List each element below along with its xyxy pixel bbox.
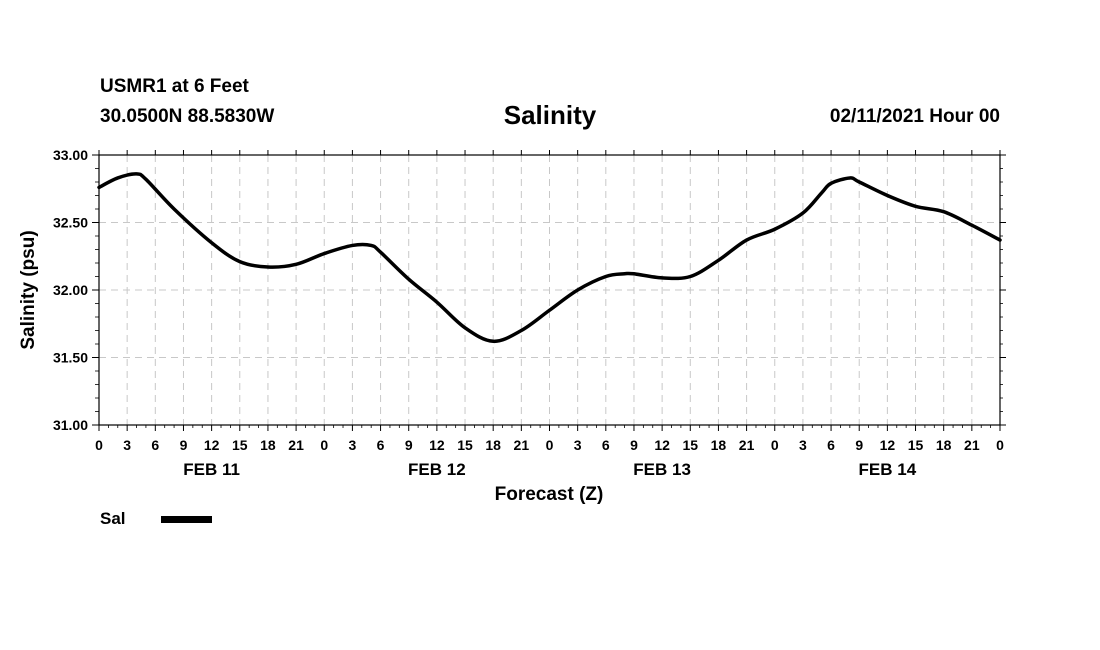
tick-layer <box>92 150 1006 431</box>
y-tick-label: 32.00 <box>53 282 88 298</box>
x-tick-label: 9 <box>855 437 863 453</box>
date-label: FEB 11 <box>183 460 240 479</box>
date-label: FEB 13 <box>633 460 691 479</box>
x-tick-label: 9 <box>405 437 413 453</box>
y-tick-label: 33.00 <box>53 147 88 163</box>
x-tick-label: 21 <box>739 437 755 453</box>
x-tick-label: 3 <box>349 437 357 453</box>
x-tick-label: 6 <box>602 437 610 453</box>
x-tick-label: 21 <box>964 437 980 453</box>
station-coordinates: 30.0500N 88.5830W <box>100 106 275 127</box>
x-tick-label: 18 <box>711 437 727 453</box>
x-tick-label: 3 <box>799 437 807 453</box>
x-tick-label: 18 <box>936 437 952 453</box>
x-tick-label: 18 <box>485 437 501 453</box>
x-tick-label: 6 <box>377 437 385 453</box>
x-tick-label: 15 <box>682 437 698 453</box>
x-tick-label: 12 <box>204 437 220 453</box>
y-tick-label: 32.50 <box>53 215 88 231</box>
x-tick-label: 0 <box>320 437 328 453</box>
x-axis-title: Forecast (Z) <box>495 484 604 505</box>
x-tick-label: 6 <box>827 437 835 453</box>
chart-title: Salinity <box>503 100 597 130</box>
x-tick-label: 12 <box>429 437 445 453</box>
date-label: FEB 12 <box>408 460 466 479</box>
x-tick-label: 21 <box>514 437 530 453</box>
x-tick-label: 15 <box>908 437 924 453</box>
x-tick-label: 12 <box>880 437 896 453</box>
date-label: FEB 14 <box>859 460 917 479</box>
x-tick-label: 15 <box>457 437 473 453</box>
x-tick-label: 0 <box>771 437 779 453</box>
grid-layer <box>99 155 1000 425</box>
x-tick-label: 9 <box>180 437 188 453</box>
legend-swatch <box>161 516 212 523</box>
x-tick-label: 6 <box>151 437 159 453</box>
x-tick-label: 21 <box>288 437 304 453</box>
salinity-series-line <box>97 172 1002 344</box>
y-tick-label: 31.00 <box>53 417 88 433</box>
x-tick-label: 9 <box>630 437 638 453</box>
x-tick-label: 3 <box>574 437 582 453</box>
x-tick-label: 12 <box>654 437 670 453</box>
station-label: USMR1 at 6 Feet <box>100 76 249 97</box>
y-axis-title: Salinity (psu) <box>18 230 39 349</box>
label-layer: 0 3 6 9 12 15 18 21 0 3 6 9 12 15 18 21 0 3 6 9 12 15 18 21 0 3 6 9… <box>53 147 1004 479</box>
x-tick-label: 0 <box>546 437 554 453</box>
legend-label: Sal <box>100 509 126 528</box>
x-tick-label: 0 <box>996 437 1004 453</box>
x-tick-label: 3 <box>123 437 131 453</box>
y-tick-label: 31.50 <box>53 350 88 366</box>
x-tick-label: 18 <box>260 437 276 453</box>
x-tick-label: 15 <box>232 437 248 453</box>
forecast-timestamp: 02/11/2021 Hour 00 <box>829 106 1000 127</box>
x-tick-label: 0 <box>95 437 103 453</box>
